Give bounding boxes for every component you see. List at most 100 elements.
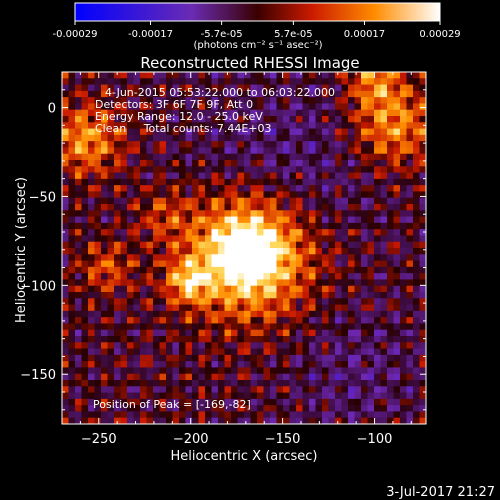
- heatmap-cell: [406, 329, 414, 337]
- heatmap-cell: [205, 197, 212, 205]
- heatmap-cell: [107, 216, 115, 224]
- heatmap-cell: [250, 285, 258, 293]
- heatmap-cell: [146, 141, 154, 148]
- heatmap-cell: [198, 147, 206, 155]
- heatmap-cell: [211, 204, 219, 211]
- heatmap-cell: [133, 367, 141, 375]
- heatmap-cell: [348, 229, 355, 236]
- heatmap-cell: [322, 153, 329, 161]
- heatmap-cell: [335, 285, 342, 293]
- heatmap-cell: [88, 185, 95, 192]
- heatmap-cell: [179, 417, 186, 424]
- heatmap-cell: [231, 235, 238, 243]
- heatmap-cell: [315, 373, 323, 381]
- heatmap-cell: [400, 78, 407, 85]
- heatmap-cell: [75, 417, 82, 424]
- heatmap-cell: [68, 116, 76, 123]
- heatmap-cell: [354, 166, 362, 173]
- heatmap-cell: [250, 248, 258, 255]
- heatmap-cell: [94, 116, 102, 123]
- heatmap-cell: [296, 279, 303, 287]
- heatmap-cell: [335, 153, 342, 161]
- heatmap-cell: [75, 166, 82, 173]
- heatmap-cell: [263, 386, 271, 393]
- heatmap-cell: [419, 172, 426, 180]
- heatmap-cell: [153, 273, 160, 280]
- heatmap-cell: [185, 342, 193, 349]
- heatmap-cell: [224, 298, 232, 305]
- heatmap-cell: [374, 90, 381, 98]
- heatmap-cell: [322, 392, 329, 400]
- heatmap-cell: [88, 329, 95, 337]
- heatmap-cell: [361, 204, 368, 211]
- heatmap-cell: [244, 248, 251, 255]
- heatmap-cell: [283, 185, 290, 192]
- heatmap-cell: [101, 229, 108, 236]
- heatmap-cell: [107, 172, 115, 180]
- heatmap-cell: [419, 72, 426, 79]
- heatmap-cell: [348, 417, 355, 424]
- heatmap-cell: [348, 147, 355, 155]
- heatmap-cell: [335, 260, 342, 268]
- heatmap-cell: [179, 109, 186, 117]
- heatmap-cell: [153, 229, 160, 236]
- heatmap-cell: [328, 329, 336, 337]
- heatmap-cell: [75, 197, 82, 205]
- heatmap-cell: [302, 367, 310, 375]
- heatmap-cell: [348, 78, 355, 85]
- heatmap-cell: [257, 273, 264, 280]
- heatmap-cell: [367, 292, 375, 299]
- heatmap-cell: [140, 78, 147, 85]
- heatmap-cell: [341, 348, 349, 356]
- heatmap-cell: [114, 147, 121, 155]
- heatmap-cell: [62, 354, 69, 362]
- heatmap-cell: [244, 411, 251, 419]
- heatmap-cell: [250, 166, 258, 173]
- heatmap-cell: [205, 72, 212, 79]
- heatmap-cell: [380, 392, 388, 400]
- heatmap-cell: [263, 273, 271, 280]
- heatmap-cell: [179, 411, 186, 419]
- heatmap-cell: [159, 317, 167, 324]
- heatmap-cell: [153, 178, 160, 186]
- heatmap-cell: [198, 235, 206, 243]
- heatmap-cell: [302, 109, 310, 117]
- heatmap-cell: [302, 97, 310, 104]
- heatmap-cell: [367, 90, 375, 98]
- heatmap-cell: [237, 210, 245, 217]
- heatmap-cell: [309, 298, 316, 305]
- heatmap-cell: [393, 380, 401, 387]
- heatmap-cell: [88, 285, 95, 293]
- colorbar-ticks: [74, 21, 441, 25]
- heatmap-cell: [406, 348, 414, 356]
- heatmap-cell: [289, 153, 297, 161]
- heatmap-cell: [101, 147, 108, 155]
- heatmap-cell: [172, 310, 180, 318]
- heatmap-cell: [185, 285, 193, 293]
- heatmap-cell: [276, 285, 284, 293]
- heatmap-cell: [263, 90, 271, 98]
- heatmap-cell: [406, 116, 414, 123]
- info-time-range: 4-Jun-2015 05:53:22.000 to 06:03:22.000: [105, 86, 335, 99]
- heatmap-cell: [276, 405, 284, 412]
- info-energy-range: Energy Range: 12.0 - 25.0 keV: [95, 110, 263, 123]
- heatmap-cell: [101, 235, 108, 243]
- heatmap-cell: [413, 153, 420, 161]
- heatmap-cell: [166, 380, 173, 387]
- heatmap-cell: [400, 204, 407, 211]
- heatmap-cell: [146, 285, 154, 293]
- heatmap-cell: [367, 405, 375, 412]
- heatmap-cell: [68, 304, 76, 312]
- heatmap-cell: [140, 204, 147, 211]
- heatmap-cell: [153, 147, 160, 155]
- heatmap-cell: [413, 103, 420, 111]
- heatmap-cell: [406, 254, 414, 261]
- heatmap-cell: [250, 122, 258, 129]
- heatmap-cell: [413, 273, 420, 280]
- heatmap-cell: [146, 323, 154, 331]
- heatmap-cell: [322, 191, 329, 199]
- heatmap-cell: [387, 304, 394, 312]
- heatmap-cell: [380, 116, 388, 123]
- heatmap-cell: [296, 254, 303, 261]
- heatmap-cell: [172, 266, 180, 274]
